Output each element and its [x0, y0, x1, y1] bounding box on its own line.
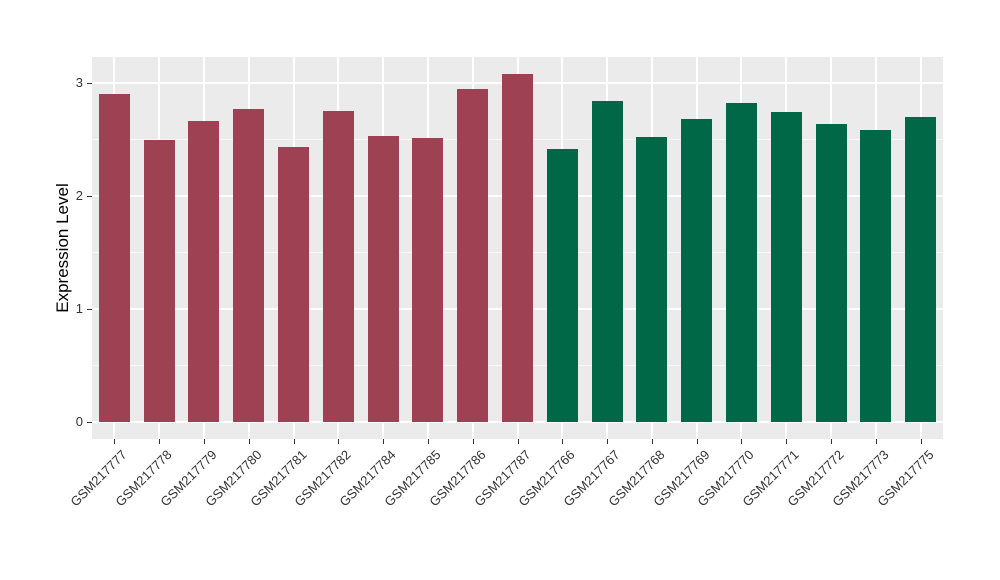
- x-tick-mark: [517, 439, 519, 444]
- x-tick-mark: [651, 439, 653, 444]
- x-tick-mark: [338, 439, 340, 444]
- bar-GSM217784: [367, 136, 399, 422]
- y-tick-mark: [87, 422, 92, 423]
- bar-GSM217778: [143, 139, 175, 422]
- bar-GSM217767: [591, 101, 623, 422]
- bar-GSM217777: [98, 94, 130, 422]
- bar-GSM217782: [322, 111, 354, 422]
- y-tick-mark: [87, 309, 92, 310]
- bar-GSM217786: [457, 88, 489, 422]
- x-tick-mark: [562, 439, 564, 444]
- x-tick-mark: [741, 439, 743, 444]
- x-tick-mark: [920, 439, 922, 444]
- x-tick-mark: [607, 439, 609, 444]
- bar-GSM217779: [188, 121, 220, 422]
- x-tick-mark: [203, 439, 205, 444]
- x-tick-mark: [472, 439, 474, 444]
- x-tick-mark: [696, 439, 698, 444]
- y-tick-label: 0: [75, 414, 83, 429]
- x-tick-mark: [831, 439, 833, 444]
- plot-panel: [92, 57, 943, 439]
- y-tick-label: 1: [75, 301, 83, 316]
- x-tick-mark: [114, 439, 116, 444]
- x-tick-mark: [427, 439, 429, 444]
- x-tick-mark: [159, 439, 161, 444]
- x-tick-mark: [248, 439, 250, 444]
- bar-GSM217781: [278, 147, 310, 422]
- x-tick-mark: [383, 439, 385, 444]
- bar-GSM217770: [725, 103, 757, 422]
- bar-GSM217787: [502, 73, 533, 422]
- y-tick-label: 3: [75, 75, 83, 90]
- y-tick-label: 2: [75, 188, 83, 203]
- bar-GSM217780: [233, 109, 265, 422]
- bar-GSM217773: [860, 130, 892, 422]
- x-tick-mark: [293, 439, 295, 444]
- bar-GSM217769: [681, 119, 713, 422]
- y-tick-mark: [87, 196, 92, 197]
- bar-GSM217771: [770, 112, 802, 422]
- x-tick-mark: [875, 439, 877, 444]
- bar-GSM217785: [412, 138, 444, 422]
- bar-GSM217768: [636, 137, 668, 422]
- x-tick-mark: [786, 439, 788, 444]
- bar-GSM217772: [815, 123, 847, 422]
- y-tick-mark: [87, 83, 92, 84]
- bar-GSM217775: [905, 116, 937, 422]
- bar-GSM217766: [546, 148, 578, 422]
